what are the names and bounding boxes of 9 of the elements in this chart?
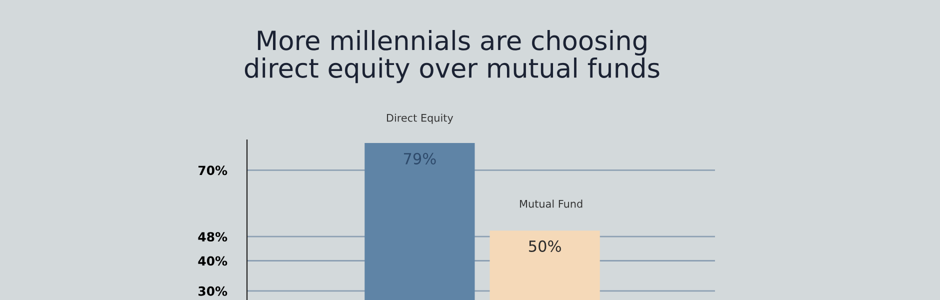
y-tick-label: 48% bbox=[198, 232, 228, 242]
chart-title: More millennials are choosing direct equity over mutual funds bbox=[244, 30, 660, 84]
x-tick-label: Mutual Fund bbox=[520, 200, 582, 208]
data-label: 50% bbox=[529, 240, 561, 252]
x-tick-label: Direct Equity bbox=[386, 114, 454, 124]
data-label: 79% bbox=[404, 152, 436, 164]
y-tick-label: 30% bbox=[198, 286, 228, 296]
y-tick-label: 40% bbox=[198, 256, 228, 266]
y-tick-label: 70% bbox=[198, 166, 228, 176]
